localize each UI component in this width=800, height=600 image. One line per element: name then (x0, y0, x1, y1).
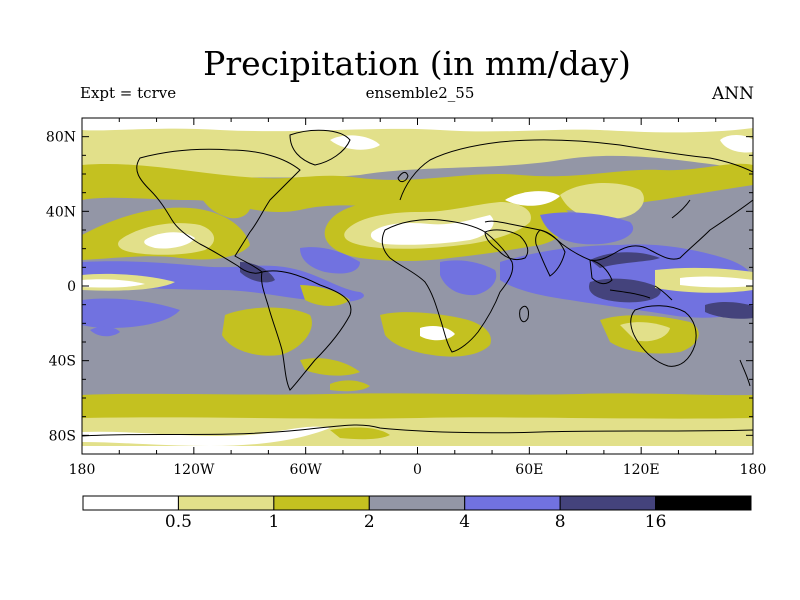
colorbar-bin (273, 495, 370, 511)
tick-marks (81, 117, 754, 455)
colorbar-bin (559, 495, 657, 511)
ensemble-label: ensemble2_55 (365, 84, 475, 102)
y-tick-label: 40N (46, 204, 76, 220)
colorbar-label: 16 (645, 512, 667, 532)
colorbar-bin (464, 495, 561, 511)
x-tick-label: 120W (173, 462, 215, 478)
x-tick-label: 180 (740, 462, 767, 478)
x-tick-label: 60W (290, 462, 323, 478)
x-axis-labels: 180 120W 60W 0 60E 120E 180 (69, 462, 767, 478)
colorbar-bin (177, 495, 275, 511)
colorbar-label: 8 (555, 512, 566, 532)
x-tick-label: 60E (515, 462, 543, 478)
y-axis-labels: 80N 40N 0 40S 80S (46, 130, 76, 445)
colorbar-label: 0.5 (165, 512, 192, 532)
coastlines (82, 129, 753, 437)
experiment-label: Expt = tcrve (80, 84, 177, 102)
colorbar-bin (82, 495, 179, 511)
colorbar-bin (655, 495, 752, 511)
colorbar-label: 2 (364, 512, 375, 532)
y-tick-label: 80N (46, 130, 76, 146)
x-tick-label: 180 (69, 462, 96, 478)
y-tick-label: 40S (49, 354, 76, 370)
colorbar-label: 1 (268, 512, 279, 532)
y-tick-label: 80S (49, 428, 76, 444)
x-tick-label: 120E (623, 462, 660, 478)
colorbar-bin (368, 495, 466, 511)
colorbar-label: 4 (459, 512, 470, 532)
y-tick-label: 0 (67, 279, 76, 295)
map-title: Precipitation (in mm/day) (203, 44, 631, 83)
map-field (82, 118, 753, 454)
season-label: ANN (711, 84, 754, 104)
x-tick-label: 0 (413, 462, 422, 478)
colorbar: 0.5 1 2 4 8 16 (82, 495, 752, 532)
